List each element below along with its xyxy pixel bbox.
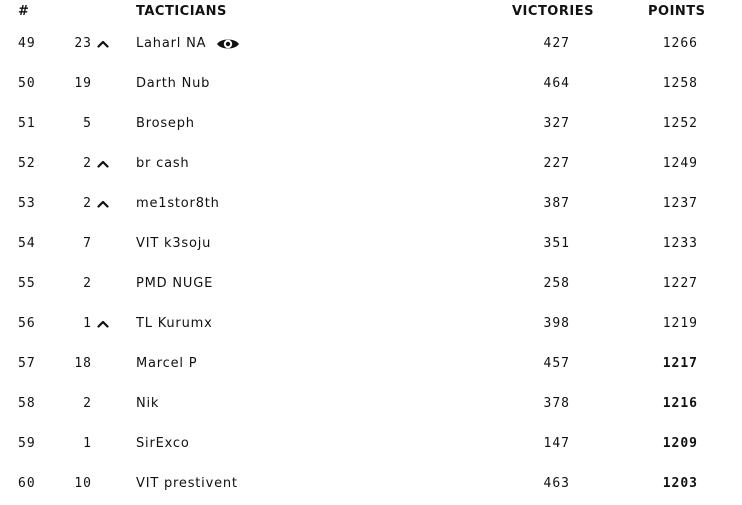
victories-value: 398 xyxy=(543,316,570,331)
tactician-name[interactable]: VIT k3soju xyxy=(136,236,212,251)
leaderboard-row[interactable]: 54 7 VIT k3soju 351 1233 xyxy=(0,224,742,264)
leaderboard-row[interactable]: 56 1 TL Kurumx 398 1219 xyxy=(0,304,742,344)
victories-value: 147 xyxy=(543,436,570,451)
rank-value: 51 xyxy=(18,116,36,131)
rank-value: 53 xyxy=(18,196,36,211)
victories-value: 327 xyxy=(543,116,570,131)
points-value: 1252 xyxy=(662,116,698,131)
points-value: 1219 xyxy=(662,316,698,331)
chevron-up-icon xyxy=(97,38,109,50)
chevron-up-icon xyxy=(97,198,109,210)
points-value: 1237 xyxy=(662,196,698,211)
tactician-name[interactable]: PMD NUGE xyxy=(136,276,214,291)
rank-value: 52 xyxy=(18,156,36,171)
points-value: 1209 xyxy=(662,436,698,451)
rank-change-value: 19 xyxy=(74,76,92,91)
leaderboard-row[interactable]: 52 2 br cash 227 1249 xyxy=(0,144,742,184)
victories-value: 378 xyxy=(543,396,570,411)
victories-value: 258 xyxy=(543,276,570,291)
rank-change-value: 2 xyxy=(83,276,92,291)
leaderboard-row[interactable]: 55 2 PMD NUGE 258 1227 xyxy=(0,264,742,304)
rank-value: 59 xyxy=(18,436,36,451)
victories-value: 464 xyxy=(543,76,570,91)
victories-value: 457 xyxy=(543,356,570,371)
chevron-up-icon xyxy=(97,318,109,330)
rank-change-value: 5 xyxy=(83,116,92,131)
rank-value: 57 xyxy=(18,356,36,371)
leaderboard-row[interactable]: 58 2 Nik 378 1216 xyxy=(0,384,742,424)
tactician-name[interactable]: br cash xyxy=(136,156,190,171)
leaderboard-row[interactable]: 53 2 me1stor8th 387 1237 xyxy=(0,184,742,224)
rank-value: 58 xyxy=(18,396,36,411)
tactician-name[interactable]: me1stor8th xyxy=(136,196,220,211)
tactician-name[interactable]: TL Kurumx xyxy=(136,316,213,331)
rank-change-value: 7 xyxy=(83,236,92,251)
rank-change-value: 2 xyxy=(83,156,92,171)
tactician-name[interactable]: Darth Nub xyxy=(136,76,211,91)
chevron-up-icon xyxy=(97,158,109,170)
tactician-name[interactable]: Broseph xyxy=(136,116,195,131)
tactician-name[interactable]: SirExco xyxy=(136,436,190,451)
points-value: 1249 xyxy=(662,156,698,171)
tactician-name[interactable]: Nik xyxy=(136,396,160,411)
points-value: 1216 xyxy=(662,396,698,411)
tactician-name[interactable]: Laharl NA xyxy=(136,36,207,51)
leaderboard-rows: 49 23 Laharl NA 427 1266 50 19 Darth Nub… xyxy=(0,24,742,504)
points-value: 1217 xyxy=(662,356,698,371)
rank-change-value: 23 xyxy=(74,36,92,51)
leaderboard-row[interactable]: 57 18 Marcel P 457 1217 xyxy=(0,344,742,384)
victories-value: 463 xyxy=(543,476,570,491)
points-value: 1203 xyxy=(662,476,698,491)
rank-change-value: 2 xyxy=(83,196,92,211)
eye-icon[interactable] xyxy=(216,36,240,52)
points-column-header[interactable]: POINTS xyxy=(648,4,706,19)
points-value: 1258 xyxy=(662,76,698,91)
points-value: 1266 xyxy=(662,36,698,51)
points-value: 1227 xyxy=(662,276,698,291)
rank-value: 56 xyxy=(18,316,36,331)
tacticians-column-header[interactable]: TACTICIANS xyxy=(136,4,227,19)
leaderboard-row[interactable]: 60 10 VIT prestivent 463 1203 xyxy=(0,464,742,504)
rank-value: 55 xyxy=(18,276,36,291)
rank-value: 60 xyxy=(18,476,36,491)
victories-value: 227 xyxy=(543,156,570,171)
rank-change-value: 10 xyxy=(74,476,92,491)
victories-value: 351 xyxy=(543,236,570,251)
leaderboard-row[interactable]: 59 1 SirExco 147 1209 xyxy=(0,424,742,464)
tactician-name[interactable]: VIT prestivent xyxy=(136,476,238,491)
leaderboard-row[interactable]: 50 19 Darth Nub 464 1258 xyxy=(0,64,742,104)
leaderboard-header: # TACTICIANS VICTORIES POINTS xyxy=(0,0,742,24)
rank-change-value: 1 xyxy=(83,316,92,331)
rank-value: 54 xyxy=(18,236,36,251)
victories-value: 387 xyxy=(543,196,570,211)
tactician-name[interactable]: Marcel P xyxy=(136,356,198,371)
rank-change-value: 1 xyxy=(83,436,92,451)
rank-change-value: 18 xyxy=(74,356,92,371)
leaderboard-row[interactable]: 49 23 Laharl NA 427 1266 xyxy=(0,24,742,64)
rank-value: 49 xyxy=(18,36,36,51)
victories-value: 427 xyxy=(543,36,570,51)
points-value: 1233 xyxy=(662,236,698,251)
leaderboard-row[interactable]: 51 5 Broseph 327 1252 xyxy=(0,104,742,144)
rank-column-header[interactable]: # xyxy=(18,4,30,19)
rank-change-value: 2 xyxy=(83,396,92,411)
victories-column-header[interactable]: VICTORIES xyxy=(512,4,594,19)
rank-value: 50 xyxy=(18,76,36,91)
